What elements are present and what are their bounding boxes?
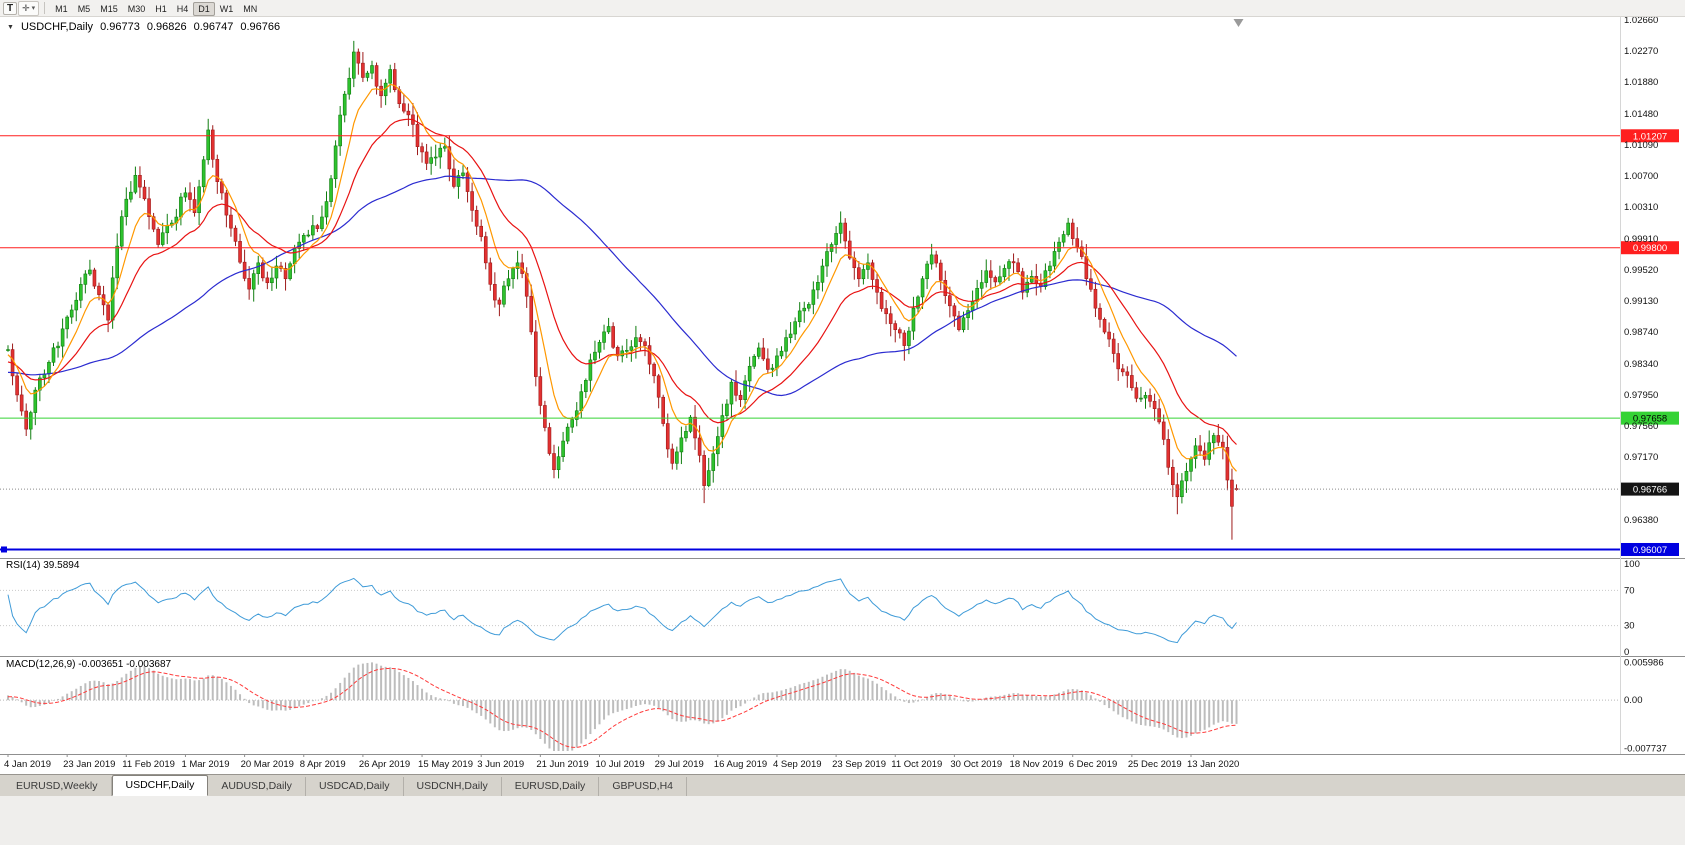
- svg-text:15 May 2019: 15 May 2019: [418, 759, 473, 770]
- svg-text:30: 30: [1624, 621, 1635, 632]
- timeframe-button-m15[interactable]: M15: [100, 4, 118, 14]
- chart-tab-bar: EURUSD,Weekly USDCHF,Daily AUDUSD,Daily USD…: [0, 774, 1685, 796]
- chart-tab-audusd-daily[interactable]: AUDUSD,Daily: [208, 777, 306, 796]
- svg-text:0.97658: 0.97658: [1633, 414, 1667, 425]
- svg-text:23 Jan 2019: 23 Jan 2019: [63, 759, 115, 770]
- timeframe-button-d1[interactable]: D1: [193, 2, 215, 16]
- timeframe-button-h1[interactable]: H1: [155, 4, 167, 14]
- svg-text:0.96380: 0.96380: [1624, 515, 1658, 526]
- svg-text:0.99520: 0.99520: [1624, 265, 1658, 276]
- chart-title: ▼ USDCHF,Daily 0.96773 0.96826 0.96747 0…: [7, 21, 280, 33]
- svg-text:16 Aug 2019: 16 Aug 2019: [714, 759, 767, 770]
- chart-tab-usdcad-daily[interactable]: USDCAD,Daily: [306, 777, 404, 796]
- timeframe-button-h4[interactable]: H4: [176, 4, 189, 14]
- svg-text:8 Apr 2019: 8 Apr 2019: [300, 759, 346, 770]
- svg-text:25 Dec 2019: 25 Dec 2019: [1128, 759, 1182, 770]
- chart-tab-usdcnh-daily[interactable]: USDCNH,Daily: [404, 777, 502, 796]
- svg-text:6 Dec 2019: 6 Dec 2019: [1069, 759, 1118, 770]
- date-axis[interactable]: 4 Jan 2019 23 Jan 2019 11 Feb 2019 1 Mar 20…: [4, 754, 1239, 770]
- timeframe-button-m1[interactable]: M1: [55, 4, 68, 14]
- svg-text:70: 70: [1624, 585, 1635, 596]
- svg-text:1.01207: 1.01207: [1633, 131, 1667, 142]
- svg-text:1.00700: 1.00700: [1624, 171, 1658, 182]
- window-bottom-area: [0, 796, 1685, 845]
- top-toolbar: T ✛ ▾ M1 M5 M15 M30 H1 H4 D1 W1 MN: [0, 0, 1685, 17]
- svg-text:0.99130: 0.99130: [1624, 296, 1658, 307]
- symbol-period-label: USDCHF,Daily: [20, 21, 94, 33]
- svg-text:0.98340: 0.98340: [1624, 359, 1658, 370]
- rsi-series: [7, 577, 1237, 644]
- macd-signal-line: [8, 667, 1237, 748]
- support-line-blue[interactable]: 0.96007: [0, 542, 1679, 556]
- ma-slow-line: [7, 175, 1237, 397]
- svg-text:0.99910: 0.99910: [1624, 234, 1658, 245]
- support-line-green[interactable]: 0.97658: [0, 411, 1679, 425]
- timeframe-button-m5[interactable]: M5: [77, 4, 91, 14]
- svg-text:30 Oct 2019: 30 Oct 2019: [950, 759, 1002, 770]
- svg-text:3 Jun 2019: 3 Jun 2019: [477, 759, 524, 770]
- svg-text:23 Sep 2019: 23 Sep 2019: [832, 759, 886, 770]
- low-value: 0.96747: [193, 21, 234, 33]
- svg-text:1.02270: 1.02270: [1624, 46, 1658, 57]
- rsi-axis[interactable]: 100 70 30 0: [1624, 559, 1640, 658]
- timeframe-button-mn[interactable]: MN: [243, 4, 258, 14]
- svg-text:0.96007: 0.96007: [1633, 545, 1667, 556]
- svg-text:20 Mar 2019: 20 Mar 2019: [241, 759, 294, 770]
- svg-text:18 Nov 2019: 18 Nov 2019: [1010, 759, 1064, 770]
- resistance-line-lower[interactable]: 0.99800: [0, 241, 1679, 255]
- collapse-arrow-icon[interactable]: ▼: [7, 23, 14, 31]
- svg-text:4 Jan 2019: 4 Jan 2019: [4, 759, 51, 770]
- crosshair-icon: ✛: [22, 2, 30, 13]
- text-tool-button[interactable]: T: [3, 1, 18, 15]
- cursor-tool-button[interactable]: ✛ ▾: [18, 0, 40, 16]
- open-value: 0.96773: [100, 21, 140, 33]
- chart-shift-marker: [1233, 19, 1244, 27]
- chevron-down-icon: ▾: [31, 5, 36, 12]
- svg-text:11 Feb 2019: 11 Feb 2019: [122, 759, 175, 770]
- svg-text:26 Apr 2019: 26 Apr 2019: [359, 759, 410, 770]
- svg-text:100: 100: [1624, 559, 1640, 570]
- svg-text:1.00310: 1.00310: [1624, 202, 1658, 213]
- svg-text:0.005986: 0.005986: [1624, 658, 1664, 669]
- macd-indicator-label: MACD(12,26,9) -0.003651 -0.003687: [6, 659, 172, 670]
- price-axis[interactable]: 1.02660 1.02270 1.01880 1.01480 1.01090 1.007…: [1624, 15, 1658, 526]
- resistance-line-upper[interactable]: 1.01207: [0, 129, 1679, 143]
- svg-text:21 Jun 2019: 21 Jun 2019: [536, 759, 588, 770]
- svg-text:13 Jan 2020: 13 Jan 2020: [1187, 759, 1239, 770]
- toolbar-separator: [44, 2, 46, 14]
- chart-tab-usdchf-daily[interactable]: USDCHF,Daily: [111, 775, 209, 796]
- current-price-line: 0.96766: [0, 482, 1679, 496]
- svg-text:1 Mar 2019: 1 Mar 2019: [181, 759, 229, 770]
- svg-text:11 Oct 2019: 11 Oct 2019: [891, 759, 942, 770]
- close-value: 0.96766: [240, 21, 281, 33]
- chart-tab-eurusd-daily[interactable]: EURUSD,Daily: [502, 777, 600, 796]
- svg-text:0.97170: 0.97170: [1624, 452, 1658, 463]
- svg-text:4 Sep 2019: 4 Sep 2019: [773, 759, 822, 770]
- timeframe-button-m30[interactable]: M30: [127, 4, 146, 14]
- rsi-indicator-label: RSI(14) 39.5894: [6, 560, 80, 571]
- timeframe-button-w1[interactable]: W1: [219, 4, 234, 14]
- svg-text:0.97950: 0.97950: [1624, 390, 1658, 401]
- svg-text:-0.007737: -0.007737: [1624, 744, 1667, 755]
- svg-text:0.99800: 0.99800: [1633, 243, 1667, 254]
- ma-fast-line: [7, 83, 1237, 472]
- svg-text:0.96766: 0.96766: [1633, 485, 1667, 496]
- svg-text:0.98740: 0.98740: [1624, 327, 1658, 338]
- svg-text:0: 0: [1624, 647, 1629, 658]
- svg-text:10 Jul 2019: 10 Jul 2019: [596, 759, 645, 770]
- svg-text:1.02660: 1.02660: [1624, 15, 1658, 26]
- macd-axis[interactable]: 0.005986 0.00 -0.007737: [1624, 658, 1667, 755]
- svg-text:0.97560: 0.97560: [1624, 421, 1658, 432]
- chart-tab-eurusd-weekly[interactable]: EURUSD,Weekly: [3, 777, 112, 796]
- svg-text:0.00: 0.00: [1624, 695, 1643, 706]
- high-value: 0.96826: [146, 21, 187, 33]
- timeframe-button-group: M1 M5 M15 M30 H1 H4 D1 W1 MN: [50, 0, 262, 17]
- svg-text:1.01090: 1.01090: [1624, 140, 1658, 151]
- svg-text:1.01880: 1.01880: [1624, 77, 1658, 88]
- svg-text:29 Jul 2019: 29 Jul 2019: [655, 759, 704, 770]
- chart-tab-gbpusd-h4[interactable]: GBPUSD,H4: [599, 777, 687, 796]
- svg-text:1.01480: 1.01480: [1624, 109, 1658, 120]
